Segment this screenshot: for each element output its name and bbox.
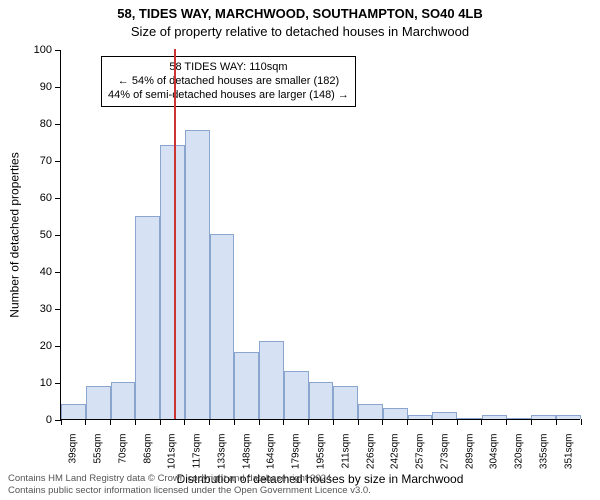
annotation-box: 58 TIDES WAY: 110sqm ← 54% of detached h… <box>101 56 356 107</box>
x-tick <box>481 419 482 425</box>
y-tick-label: 100 <box>12 45 52 56</box>
annotation-line-3: 44% of semi-detached houses are larger (… <box>108 89 349 103</box>
histogram-bar <box>383 408 408 419</box>
x-tick <box>85 419 86 425</box>
y-tick <box>55 272 61 273</box>
x-tick <box>506 419 507 425</box>
annotation-line-1: 58 TIDES WAY: 110sqm <box>108 61 349 75</box>
property-marker-line <box>174 49 176 419</box>
x-tick <box>209 419 210 425</box>
x-tick <box>259 419 260 425</box>
x-tick <box>135 419 136 425</box>
x-tick <box>382 419 383 425</box>
plot-area: 58 TIDES WAY: 110sqm ← 54% of detached h… <box>60 50 580 420</box>
x-tick <box>556 419 557 425</box>
footer-line-2: Contains public sector information licen… <box>8 485 371 496</box>
histogram-bar <box>507 418 532 419</box>
y-tick <box>55 50 61 51</box>
histogram-bar <box>185 130 210 419</box>
x-tick <box>61 419 62 425</box>
y-tick-label: 90 <box>12 82 52 93</box>
y-tick-label: 30 <box>12 304 52 315</box>
x-tick <box>283 419 284 425</box>
histogram-bar <box>61 404 86 419</box>
x-tick <box>234 419 235 425</box>
x-tick <box>110 419 111 425</box>
y-tick <box>55 87 61 88</box>
y-tick-label: 70 <box>12 156 52 167</box>
histogram-bar <box>333 386 358 419</box>
histogram-bar <box>432 412 457 419</box>
x-tick <box>308 419 309 425</box>
histogram-bar <box>284 371 309 419</box>
chart-subtitle: Size of property relative to detached ho… <box>0 24 600 39</box>
histogram-bar <box>408 415 433 419</box>
y-tick <box>55 309 61 310</box>
histogram-bar <box>135 216 160 420</box>
y-tick-label: 0 <box>12 415 52 426</box>
y-tick <box>55 161 61 162</box>
annotation-line-2: ← 54% of detached houses are smaller (18… <box>108 75 349 89</box>
histogram-bar <box>309 382 334 419</box>
histogram-bar <box>556 415 581 419</box>
y-tick-label: 60 <box>12 193 52 204</box>
histogram-bar <box>259 341 284 419</box>
y-tick <box>55 124 61 125</box>
histogram-bar <box>160 145 185 419</box>
histogram-bar <box>358 404 383 419</box>
y-tick <box>55 346 61 347</box>
x-tick <box>457 419 458 425</box>
x-tick <box>581 419 582 425</box>
y-tick-label: 10 <box>12 378 52 389</box>
histogram-bar <box>111 382 136 419</box>
x-tick <box>407 419 408 425</box>
histogram-bar <box>86 386 111 419</box>
y-tick <box>55 198 61 199</box>
x-tick <box>160 419 161 425</box>
histogram-bar <box>234 352 259 419</box>
chart-title-address: 58, TIDES WAY, MARCHWOOD, SOUTHAMPTON, S… <box>0 6 600 21</box>
y-tick-label: 80 <box>12 119 52 130</box>
footer-attribution: Contains HM Land Registry data © Crown c… <box>8 473 371 496</box>
y-tick-label: 20 <box>12 341 52 352</box>
x-tick <box>333 419 334 425</box>
histogram-bar <box>482 415 507 419</box>
footer-line-1: Contains HM Land Registry data © Crown c… <box>8 473 371 484</box>
x-tick <box>531 419 532 425</box>
x-tick <box>432 419 433 425</box>
histogram-bar <box>210 234 235 419</box>
x-tick <box>358 419 359 425</box>
y-tick <box>55 235 61 236</box>
histogram-bar <box>531 415 556 419</box>
x-tick <box>184 419 185 425</box>
y-tick-label: 40 <box>12 267 52 278</box>
chart-container: 58, TIDES WAY, MARCHWOOD, SOUTHAMPTON, S… <box>0 0 600 500</box>
y-tick <box>55 383 61 384</box>
histogram-bar <box>457 418 482 419</box>
y-tick-label: 50 <box>12 230 52 241</box>
